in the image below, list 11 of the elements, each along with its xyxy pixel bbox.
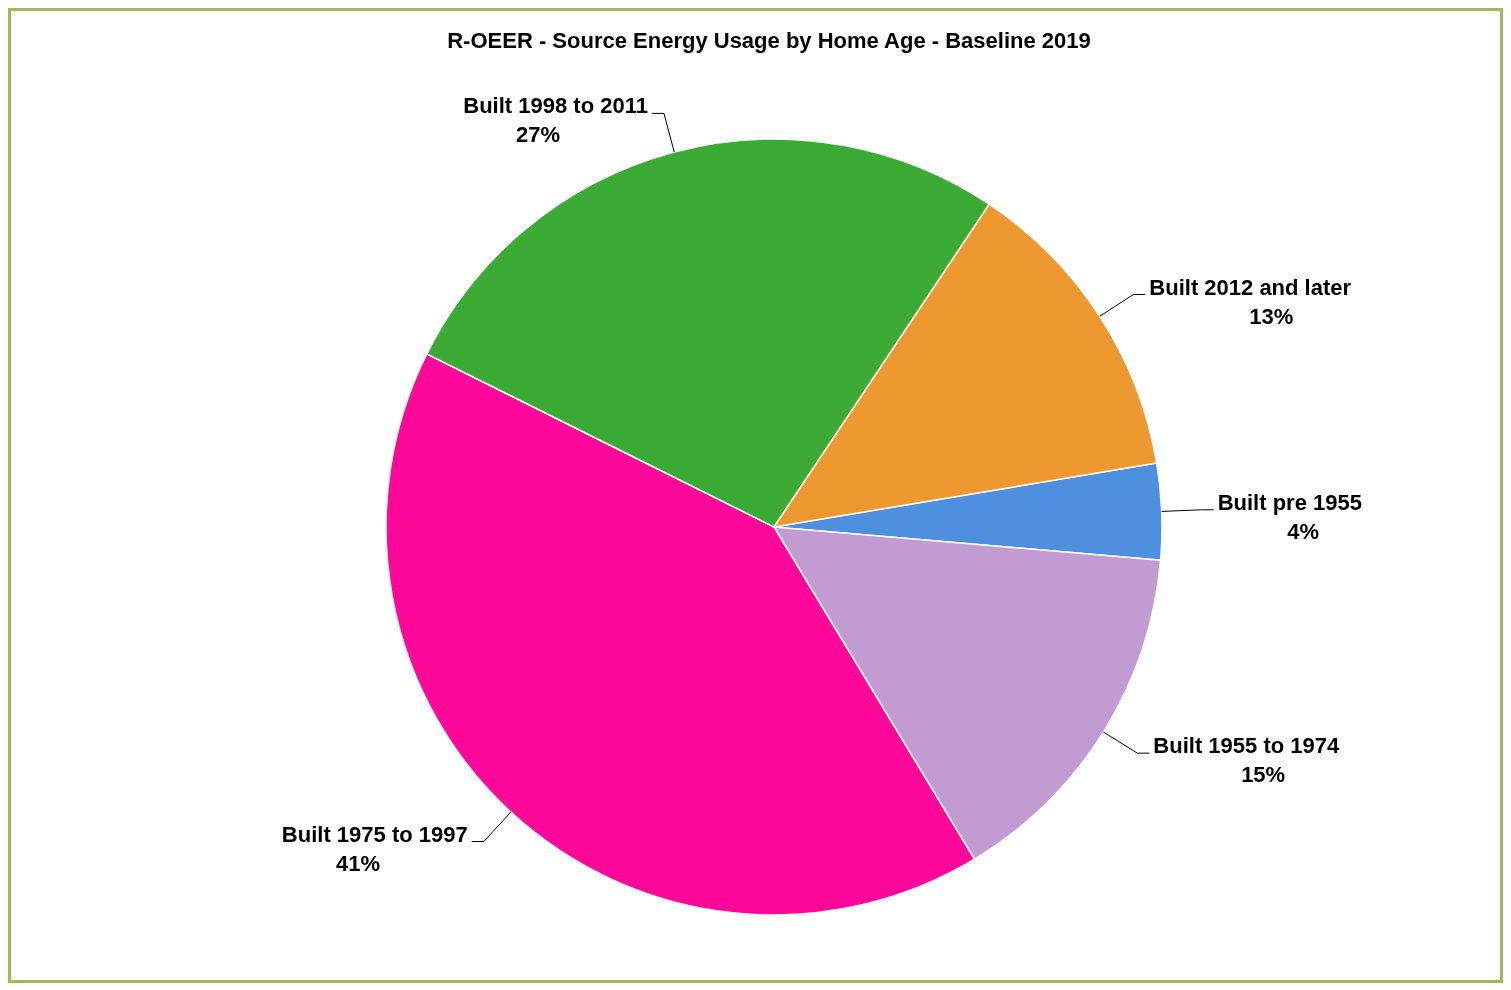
slice-label: Built pre 1955 — [1217, 489, 1362, 515]
chart-title: R-OEER - Source Energy Usage by Home Age - Baseline 2019 — [447, 28, 1091, 53]
data-label: 4% — [1287, 518, 1319, 544]
data-label: 27% — [516, 122, 561, 148]
data-label: 15% — [1241, 762, 1286, 788]
data-label: 13% — [1249, 303, 1294, 329]
data-label: 41% — [335, 850, 380, 876]
slice-label: Built 1975 to 1997 — [281, 821, 468, 847]
slice-label: Built 1998 to 2011 — [463, 93, 648, 119]
slice-label: Built 2012 and later — [1149, 274, 1352, 300]
slice-label: Built 1955 to 1974 — [1153, 733, 1340, 759]
